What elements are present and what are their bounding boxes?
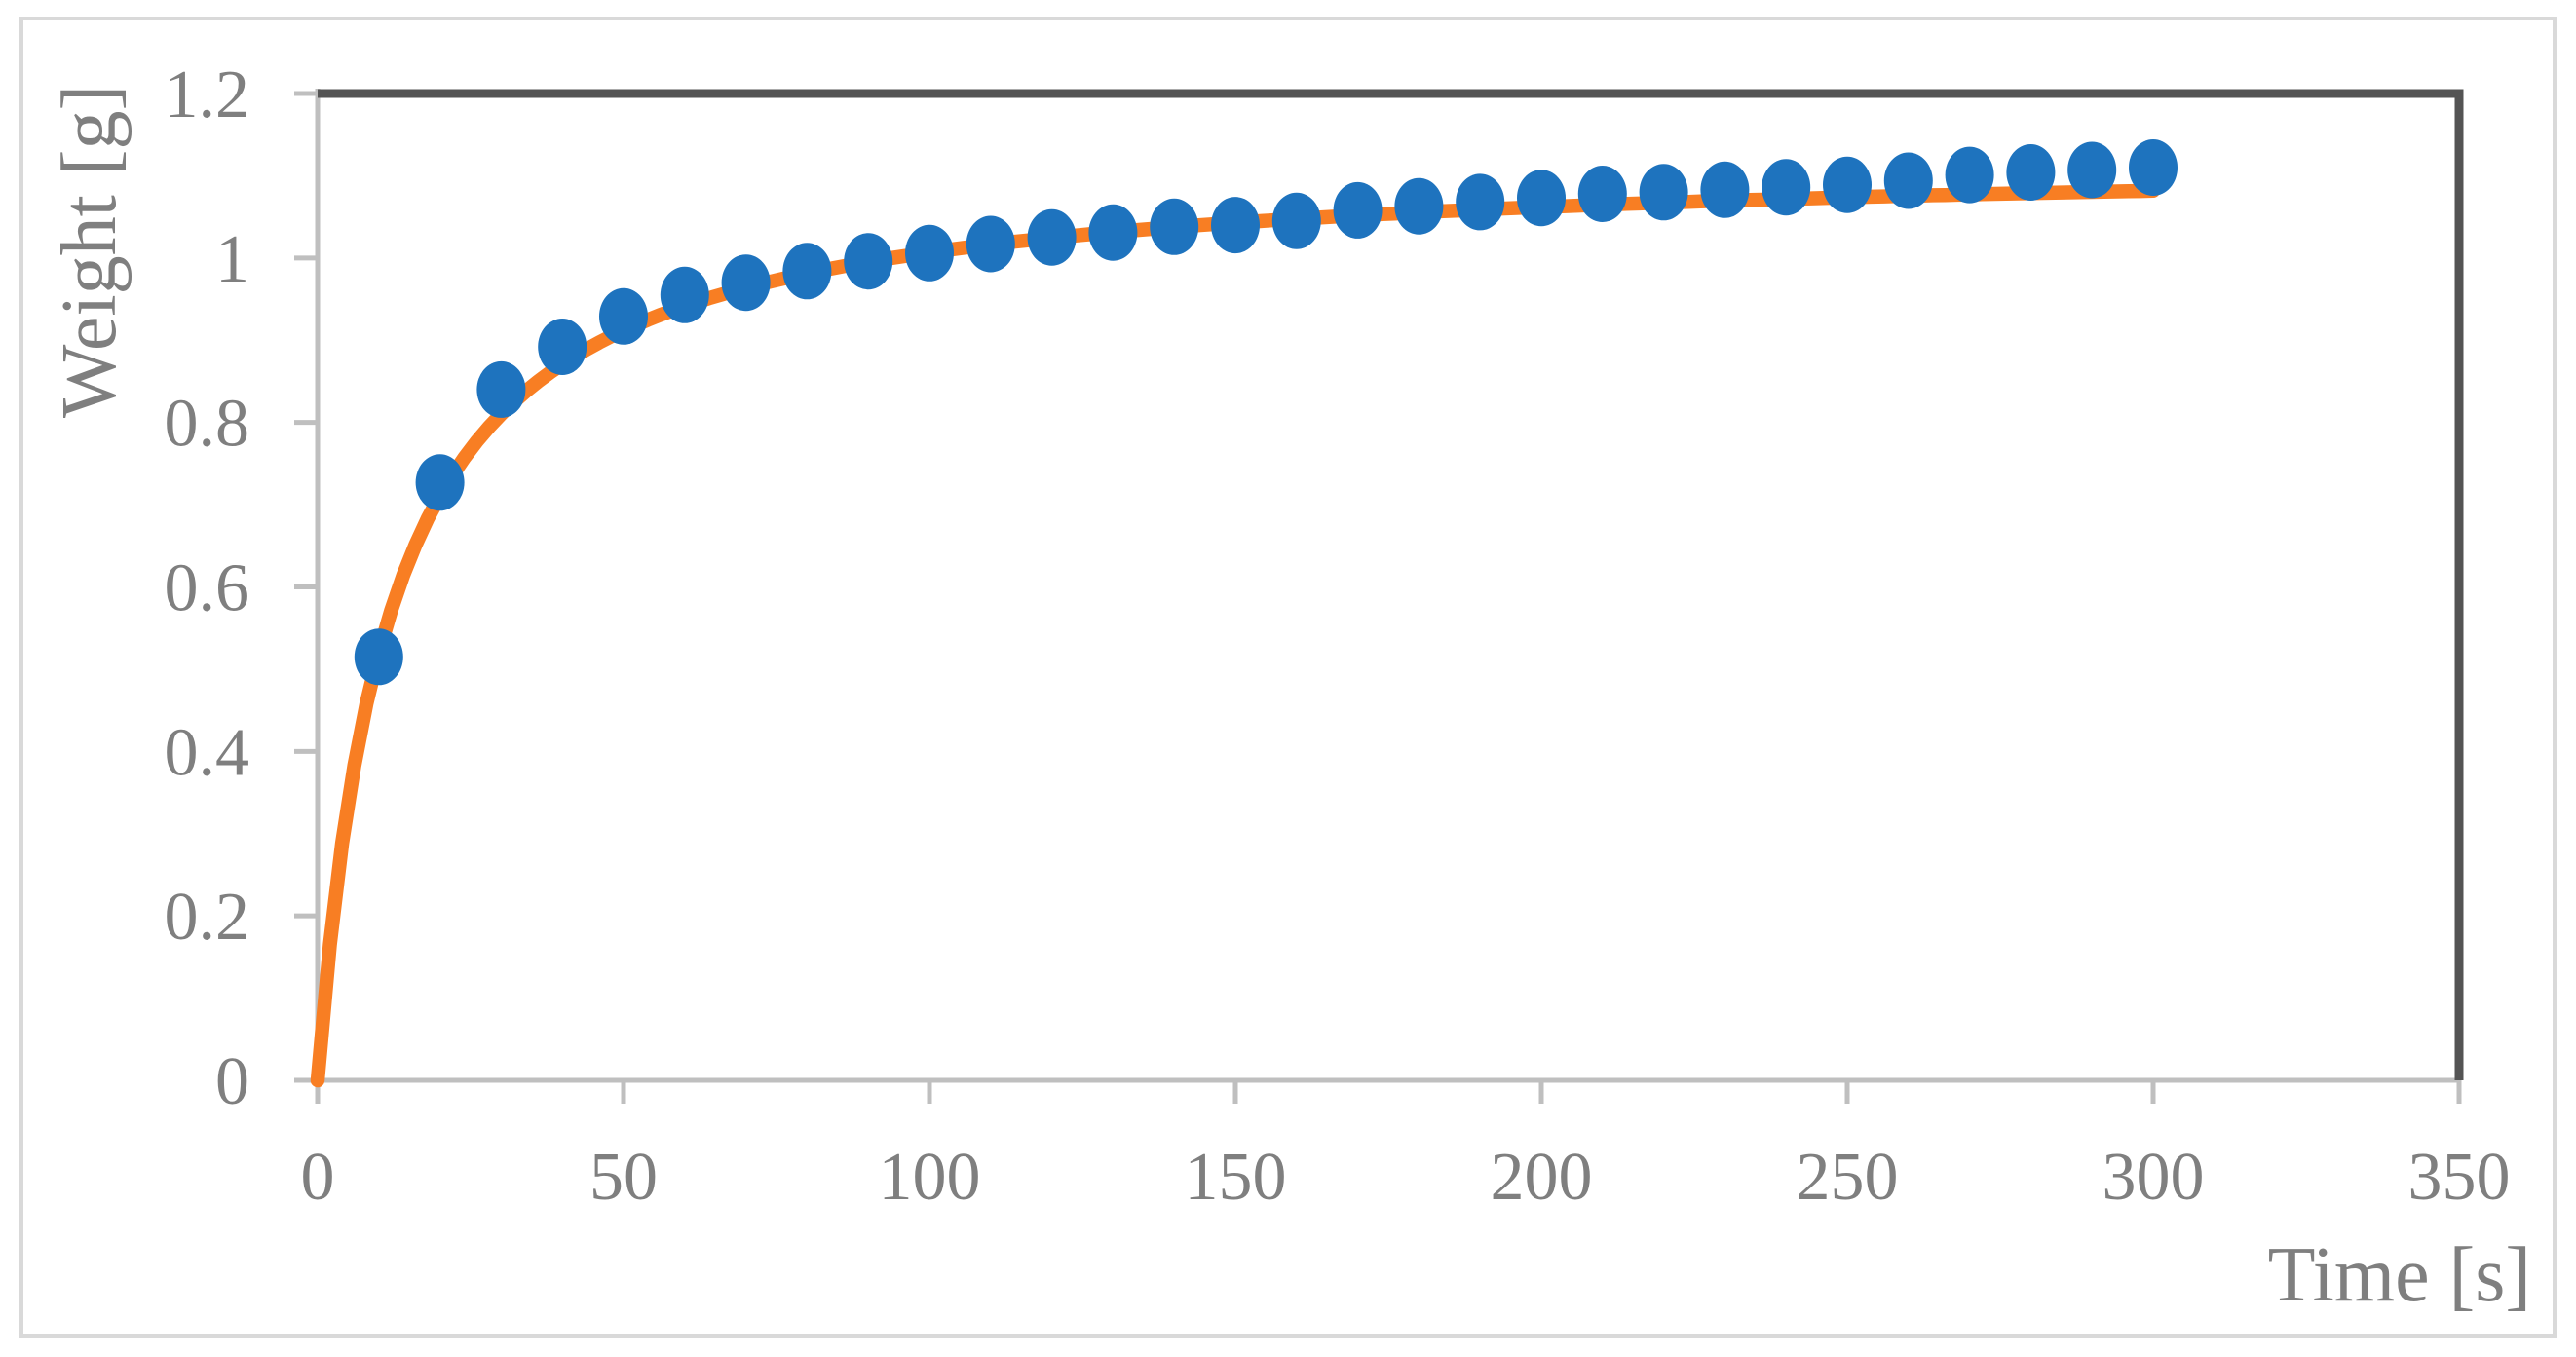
data-point: [476, 360, 526, 418]
y-tick-label: 0.6: [165, 551, 250, 626]
data-point: [1150, 198, 1199, 255]
x-tick-label: 250: [1797, 1140, 1899, 1215]
data-point: [1211, 197, 1260, 254]
x-tick-label: 350: [2408, 1140, 2511, 1215]
data-point: [1823, 156, 1872, 213]
fit-curve: [310, 183, 2161, 1088]
data-point: [2067, 141, 2117, 199]
data-point: [844, 233, 893, 290]
data-point: [966, 215, 1015, 273]
data-point: [538, 319, 587, 375]
data-point: [1271, 192, 1321, 249]
data-point: [415, 454, 465, 511]
x-axis-title: Time [s]: [2268, 1232, 2531, 1318]
x-tick-label: 150: [1185, 1140, 1287, 1215]
y-tick-label: 0: [215, 1044, 249, 1119]
tick-labels: 0 0.2 0.4 0.6 0.8 1 1.2 0 50 100 150 200 250 300 350: [165, 57, 2511, 1215]
data-point: [1700, 161, 1750, 218]
data-point: [599, 287, 648, 345]
y-tick-label: 1.2: [165, 57, 250, 132]
x-tick-label: 100: [879, 1140, 981, 1215]
plot-border-line: [318, 89, 2464, 1080]
data-point: [1333, 181, 1383, 239]
data-point: [1639, 164, 1688, 221]
data-point: [1088, 204, 1138, 261]
x-tick-label: 50: [589, 1140, 658, 1215]
x-tick-label: 200: [1491, 1140, 1593, 1215]
figure-border: [19, 17, 2557, 1338]
plot-border: [318, 89, 2464, 1080]
data-point: [1883, 152, 1933, 209]
data-point: [721, 254, 771, 312]
x-tick-label: 0: [301, 1140, 335, 1215]
data-point: [2129, 139, 2178, 196]
y-axis-title: Weight [g]: [47, 85, 133, 418]
data-point: [1762, 159, 1811, 216]
data-point: [1394, 177, 1444, 235]
data-points-group: [354, 139, 2178, 686]
axis-lines: [294, 89, 2459, 1104]
x-tick-label: 300: [2102, 1140, 2205, 1215]
y-tick-label: 1: [215, 222, 249, 297]
y-tick-label: 0.2: [165, 880, 250, 955]
axis-ticks: [294, 91, 2462, 1104]
data-point: [1027, 208, 1077, 266]
data-point: [354, 628, 403, 686]
data-point: [782, 243, 832, 300]
data-point: [1945, 146, 1994, 204]
y-tick-label: 0.4: [165, 715, 250, 790]
data-point: [1517, 170, 1566, 227]
data-point: [1456, 173, 1505, 231]
data-point: [905, 224, 954, 282]
data-point: [2006, 144, 2056, 201]
data-point: [1577, 166, 1627, 222]
y-tick-label: 0.8: [165, 387, 250, 462]
data-point: [660, 266, 709, 323]
fit-curve-group: [310, 183, 2161, 1088]
